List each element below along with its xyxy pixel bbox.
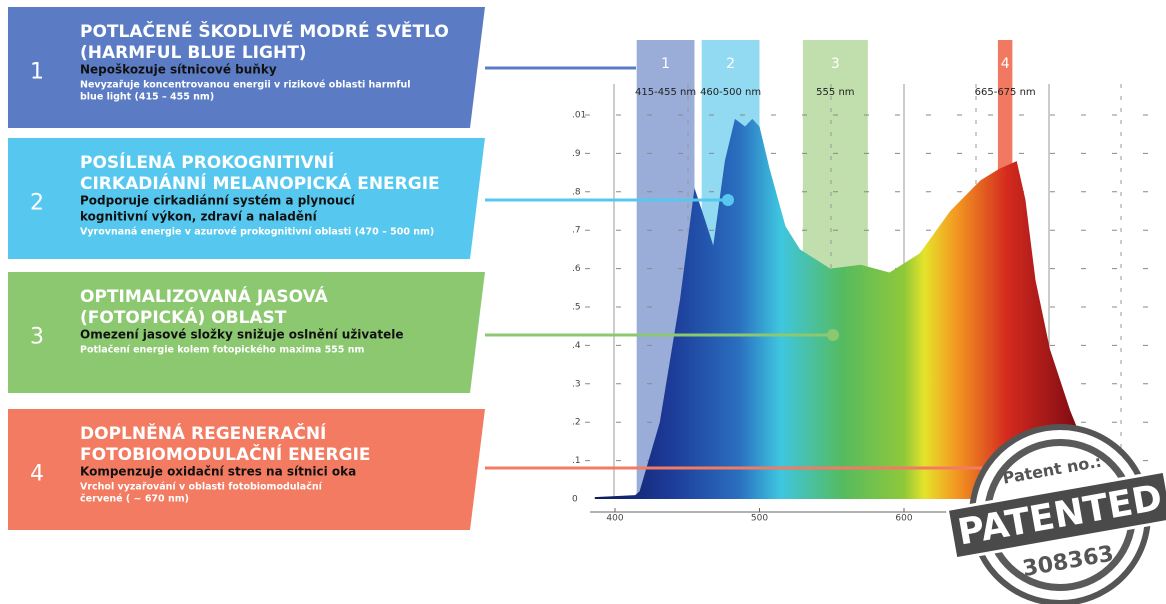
panel-number: 3 xyxy=(30,325,44,350)
spectrum-area xyxy=(594,118,1110,499)
panel-number: 4 xyxy=(30,462,44,487)
panel-title: (FOTOPICKÁ) OBLAST xyxy=(80,306,287,328)
panel-note: Nevyzařuje koncentrovanou energii v rizi… xyxy=(80,80,410,91)
y-tick-label: .1 xyxy=(572,456,581,466)
band-range: 665-675 nm xyxy=(975,87,1036,98)
panel xyxy=(8,138,485,259)
panel-title: POSÍLENÁ PROKOGNITIVNÍ xyxy=(80,151,334,173)
y-tick-label: 0 xyxy=(572,495,578,505)
x-tick-label: 400 xyxy=(606,514,623,524)
panel-note: Vyrovnaná energie v azurové prokognitivn… xyxy=(80,227,434,238)
y-tick-label: .9 xyxy=(572,149,581,159)
band-range: 415-455 nm xyxy=(635,87,696,98)
panel-title: (HARMFUL BLUE LIGHT) xyxy=(80,43,307,63)
panel-title: POTLAČENÉ ŠKODLIVÉ MODRÉ SVĚTLO xyxy=(80,20,449,42)
panel-title: OPTIMALIZOVANÁ JASOVÁ xyxy=(80,285,329,307)
panel-note: Potlačení energie kolem fotopického maxi… xyxy=(80,345,364,356)
band-number: 4 xyxy=(1001,56,1010,72)
panel-note: červené ( ~ 670 nm) xyxy=(80,494,189,505)
band-number: 1 xyxy=(661,56,670,72)
connector-dot xyxy=(827,329,839,341)
panel-title: CIRKADIÁNNÍ MELANOPICKÁ ENERGIE xyxy=(80,172,440,194)
band-range: 460-500 nm xyxy=(700,87,761,98)
panel-title: FOTOBIOMODULAČNÍ ENERGIE xyxy=(80,443,371,465)
panel-subtitle: kognitivní výkon, zdraví a naladění xyxy=(80,210,318,224)
panel-note: Vrchol vyzařování v oblasti fotobiomodul… xyxy=(80,482,323,493)
panel-subtitle: Podporuje cirkadiánní systém a plynoucí xyxy=(80,194,356,208)
panel xyxy=(8,409,485,530)
stamp-banner xyxy=(945,469,1166,561)
y-tick-label: .5 xyxy=(572,303,581,313)
y-tick-label: .3 xyxy=(572,379,581,389)
x-tick-label: 500 xyxy=(751,514,768,524)
y-tick-label: .6 xyxy=(572,264,581,274)
x-tick-label: 600 xyxy=(895,514,912,524)
band-range: 555 nm xyxy=(816,87,854,98)
panel-number: 2 xyxy=(30,191,44,216)
y-tick-label: .01 xyxy=(572,111,586,121)
y-tick-label: .8 xyxy=(572,187,581,197)
panel-subtitle: Nepoškozuje sítnicové buňky xyxy=(80,63,277,77)
panel-subtitle: Omezení jasové složky snižuje oslnění už… xyxy=(80,328,403,342)
panel-number: 1 xyxy=(30,60,44,85)
connector-dot xyxy=(722,194,734,206)
panel-subtitle: Kompenzuje oxidační stres na sítnici oka xyxy=(80,465,356,479)
y-tick-label: .4 xyxy=(572,341,581,351)
panel-title: DOPLNĚNÁ REGENERAČNÍ xyxy=(80,422,326,444)
panel xyxy=(8,7,485,128)
panel-note: blue light (415 – 455 nm) xyxy=(80,92,214,103)
band-number: 2 xyxy=(726,56,735,72)
y-tick-label: .7 xyxy=(572,226,581,236)
band-number: 3 xyxy=(831,56,840,72)
panel xyxy=(8,272,485,393)
y-tick-label: .2 xyxy=(572,418,581,428)
